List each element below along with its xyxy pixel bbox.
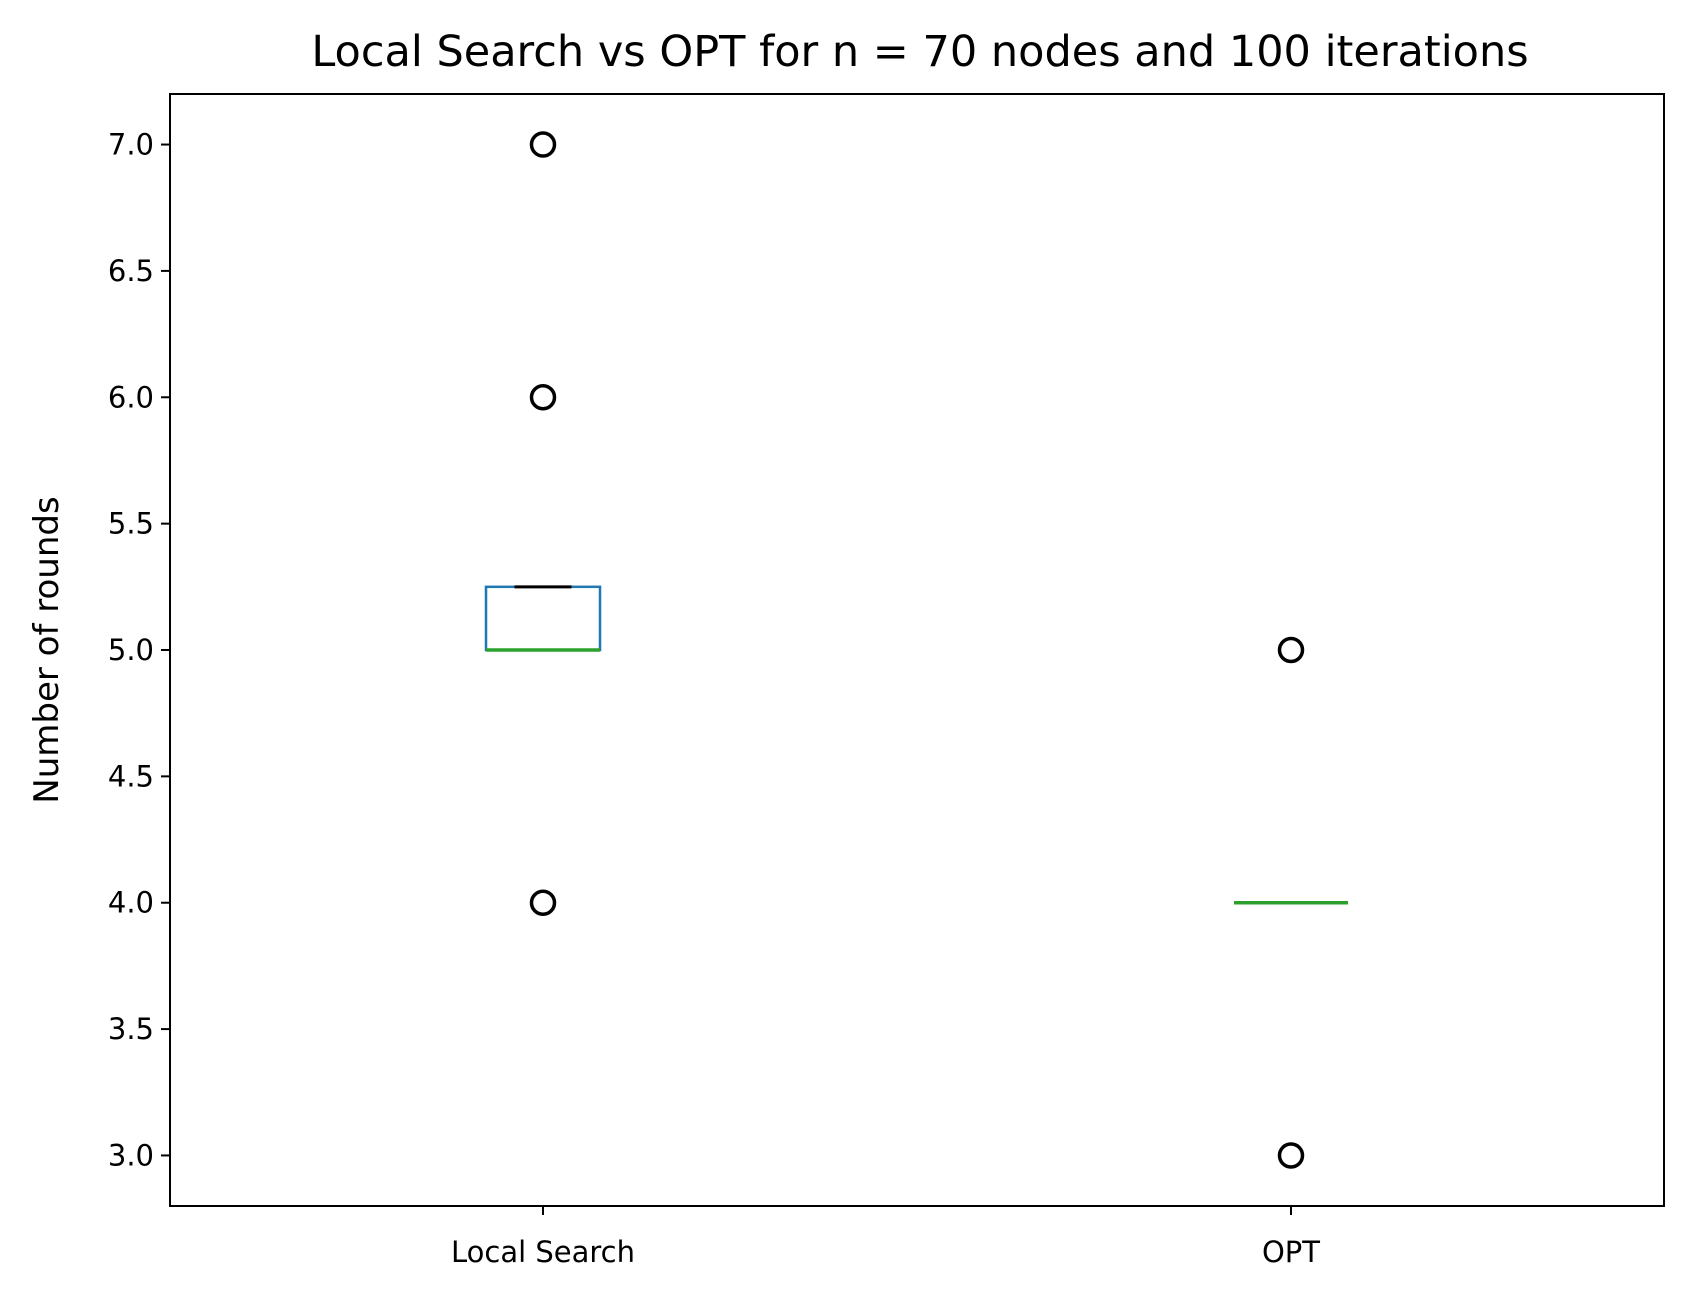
- y-tick-label-3: 4.5: [108, 759, 154, 793]
- outlier-point-0-0: [529, 889, 557, 916]
- y-tick-label-4: 5.0: [108, 633, 154, 667]
- y-tick-label-7: 6.5: [108, 254, 154, 288]
- y-axis-label: Number of rounds: [27, 496, 67, 803]
- y-tick-label-2: 4.0: [108, 886, 154, 920]
- y-tick-label-1: 3.5: [108, 1012, 154, 1046]
- x-tick-label-0: Local Search: [451, 1235, 635, 1269]
- chart-title: Local Search vs OPT for n = 70 nodes and…: [311, 27, 1528, 77]
- outlier-point-1-0: [1277, 1142, 1305, 1169]
- outlier-point-1-1: [1277, 636, 1305, 664]
- x-tick-label-1: OPT: [1262, 1235, 1320, 1269]
- y-tick-label-6: 6.0: [108, 380, 154, 414]
- y-tick-label-0: 3.0: [108, 1138, 154, 1172]
- y-tick-label-5: 5.5: [108, 507, 154, 541]
- y-tick-label-8: 7.0: [108, 128, 154, 162]
- outlier-point-0-2: [529, 131, 557, 158]
- outlier-point-0-1: [529, 384, 557, 411]
- plot-area: [484, 131, 1348, 1169]
